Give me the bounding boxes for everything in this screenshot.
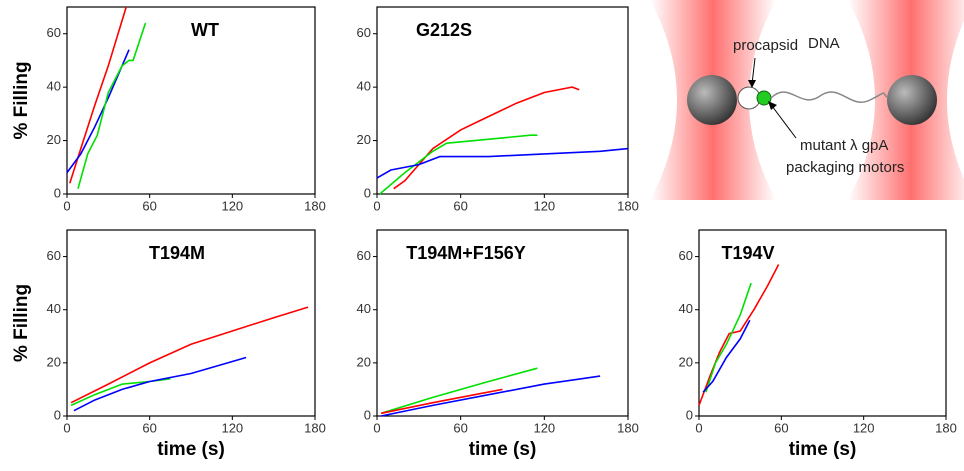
- plot-frame: [376, 229, 629, 417]
- y-tick-label: 0: [54, 185, 61, 200]
- x-tick-label: 0: [695, 420, 702, 435]
- data-line: [702, 319, 751, 393]
- y-axis-label: % Filling: [11, 284, 32, 362]
- x-tick-label: 180: [617, 198, 639, 213]
- panel-title: T194V: [721, 243, 774, 263]
- panel-title: T194M: [149, 243, 205, 263]
- diagram-label: mutant λ gpA: [800, 137, 888, 154]
- data-line: [73, 356, 247, 412]
- y-tick-label: 60: [357, 25, 371, 40]
- y-tick-label: 20: [357, 354, 371, 369]
- x-axis-label: time (s): [157, 439, 225, 460]
- x-tick-label: 0: [373, 198, 380, 213]
- data-line: [381, 388, 503, 415]
- y-tick-label: 60: [47, 25, 61, 40]
- x-tick-label: 120: [221, 420, 243, 435]
- y-tick-label: 40: [357, 301, 371, 316]
- y-axis-label: % Filling: [11, 61, 32, 139]
- panel-title: G212S: [416, 20, 472, 40]
- plot-frame: [698, 229, 947, 417]
- x-tick-label: 60: [453, 420, 467, 435]
- panel-title: T194M+F156Y: [406, 243, 526, 263]
- y-tick-label: 40: [47, 79, 61, 94]
- diagram-label: packaging motors: [786, 159, 904, 176]
- data-line: [705, 282, 752, 393]
- y-tick-label: 20: [679, 354, 693, 369]
- data-line: [380, 367, 538, 415]
- x-tick-label: 180: [617, 420, 639, 435]
- bead: [887, 75, 937, 125]
- plot-frame: [376, 6, 629, 195]
- arrow: [771, 105, 797, 139]
- x-tick-label: 60: [142, 420, 156, 435]
- diagram-label: procapsid: [733, 37, 798, 54]
- y-tick-label: 40: [679, 301, 693, 316]
- arrowhead: [768, 101, 777, 110]
- x-axis-label: time (s): [469, 439, 537, 460]
- y-tick-label: 60: [47, 248, 61, 263]
- y-tick-label: 40: [47, 301, 61, 316]
- x-tick-label: 120: [221, 198, 243, 213]
- y-tick-label: 20: [47, 132, 61, 147]
- y-tick-label: 0: [364, 185, 371, 200]
- x-axis-label: time (s): [789, 439, 857, 460]
- data-line: [77, 22, 147, 189]
- x-tick-label: 60: [774, 420, 788, 435]
- diagram: procapsid DNA mutant λ gpA packaging mot…: [650, 0, 964, 200]
- x-tick-label: 0: [63, 420, 70, 435]
- y-tick-label: 0: [54, 407, 61, 422]
- x-tick-label: 180: [304, 420, 326, 435]
- y-tick-label: 20: [357, 132, 371, 147]
- plot-frame: [66, 229, 316, 417]
- x-tick-label: 180: [304, 198, 326, 213]
- x-tick-label: 120: [533, 420, 555, 435]
- x-tick-label: 0: [373, 420, 380, 435]
- y-tick-label: 40: [357, 79, 371, 94]
- x-tick-label: 180: [935, 420, 957, 435]
- data-line: [698, 264, 780, 406]
- data-line: [70, 378, 171, 407]
- data-line: [379, 134, 538, 195]
- data-line: [70, 306, 309, 404]
- diagram-label: DNA: [808, 35, 840, 52]
- x-tick-label: 60: [142, 198, 156, 213]
- arrow: [751, 57, 756, 85]
- plot-frame: [66, 6, 316, 195]
- y-tick-label: 60: [357, 248, 371, 263]
- data-line: [381, 375, 601, 417]
- panel-title: WT: [191, 20, 219, 40]
- y-tick-label: 60: [679, 248, 693, 263]
- x-tick-label: 120: [533, 198, 555, 213]
- x-tick-label: 60: [453, 198, 467, 213]
- data-line: [66, 49, 130, 174]
- dna: [770, 91, 889, 103]
- y-tick-label: 0: [686, 407, 693, 422]
- x-tick-label: 0: [63, 198, 70, 213]
- data-line: [393, 86, 580, 190]
- arrowhead: [748, 80, 756, 88]
- data-line: [376, 147, 629, 179]
- bead: [687, 75, 737, 125]
- x-tick-label: 120: [853, 420, 875, 435]
- y-tick-label: 20: [47, 354, 61, 369]
- y-tick-label: 0: [364, 407, 371, 422]
